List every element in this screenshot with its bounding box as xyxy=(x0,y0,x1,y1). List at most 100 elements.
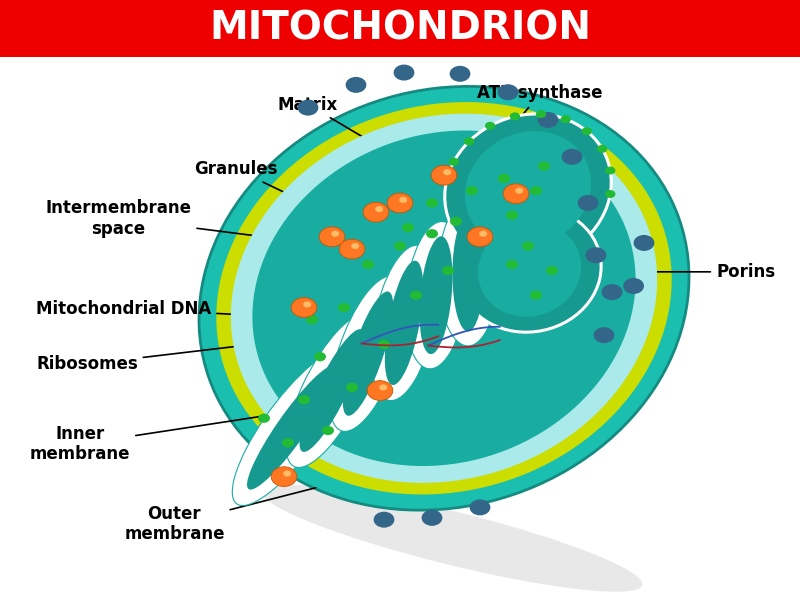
Circle shape xyxy=(298,100,318,116)
Circle shape xyxy=(464,137,474,145)
Circle shape xyxy=(450,217,462,226)
Circle shape xyxy=(443,169,451,175)
Text: Outer
membrane: Outer membrane xyxy=(124,488,316,544)
Ellipse shape xyxy=(406,221,466,369)
Circle shape xyxy=(306,315,318,325)
Circle shape xyxy=(538,162,550,171)
Circle shape xyxy=(351,243,359,249)
Text: Mitochondrial DNA: Mitochondrial DNA xyxy=(36,300,364,321)
Circle shape xyxy=(362,260,374,269)
Text: Granules: Granules xyxy=(194,160,362,229)
Circle shape xyxy=(536,110,546,118)
Circle shape xyxy=(394,65,414,81)
Text: ATP synthase: ATP synthase xyxy=(478,84,602,140)
Circle shape xyxy=(466,186,478,196)
Circle shape xyxy=(561,115,571,123)
Circle shape xyxy=(498,174,510,183)
Ellipse shape xyxy=(232,349,352,506)
Ellipse shape xyxy=(262,485,642,592)
Circle shape xyxy=(562,149,582,165)
Text: Porins: Porins xyxy=(617,263,775,281)
Circle shape xyxy=(431,165,457,185)
Circle shape xyxy=(426,229,438,239)
Ellipse shape xyxy=(478,222,581,317)
Ellipse shape xyxy=(385,261,423,385)
Circle shape xyxy=(506,260,518,269)
Circle shape xyxy=(522,242,534,251)
Ellipse shape xyxy=(445,114,611,265)
Circle shape xyxy=(605,190,615,198)
Circle shape xyxy=(485,122,495,130)
Circle shape xyxy=(605,167,615,175)
Circle shape xyxy=(578,195,598,211)
Circle shape xyxy=(338,303,350,312)
Circle shape xyxy=(510,113,520,121)
Text: Inner
membrane: Inner membrane xyxy=(30,411,295,464)
Circle shape xyxy=(515,188,523,194)
Circle shape xyxy=(594,327,614,343)
Circle shape xyxy=(602,284,622,300)
Circle shape xyxy=(387,193,413,213)
Ellipse shape xyxy=(230,114,658,483)
Ellipse shape xyxy=(199,86,689,510)
Ellipse shape xyxy=(458,207,601,332)
Circle shape xyxy=(450,66,470,82)
Circle shape xyxy=(298,395,310,405)
Ellipse shape xyxy=(343,292,393,416)
Circle shape xyxy=(375,206,383,212)
Circle shape xyxy=(479,231,487,237)
Circle shape xyxy=(374,512,394,528)
Circle shape xyxy=(402,223,414,232)
Circle shape xyxy=(258,414,270,423)
Circle shape xyxy=(283,470,291,477)
Circle shape xyxy=(303,301,311,308)
Circle shape xyxy=(314,352,326,362)
Circle shape xyxy=(623,278,644,294)
Ellipse shape xyxy=(330,276,406,431)
Ellipse shape xyxy=(465,131,591,248)
Circle shape xyxy=(634,235,654,251)
Circle shape xyxy=(538,112,558,128)
Circle shape xyxy=(586,247,606,263)
Circle shape xyxy=(367,381,393,400)
FancyBboxPatch shape xyxy=(0,0,800,57)
Circle shape xyxy=(331,231,339,237)
Text: Ribosomes: Ribosomes xyxy=(36,340,292,373)
Circle shape xyxy=(467,227,493,247)
Circle shape xyxy=(410,291,422,300)
Circle shape xyxy=(530,291,542,300)
Circle shape xyxy=(506,210,518,220)
Circle shape xyxy=(346,77,366,93)
Text: Matrix: Matrix xyxy=(278,95,410,165)
Text: MITOCHONDRION: MITOCHONDRION xyxy=(209,9,591,47)
Ellipse shape xyxy=(286,314,378,467)
Circle shape xyxy=(339,239,365,259)
Circle shape xyxy=(582,127,592,135)
Circle shape xyxy=(597,145,607,153)
Circle shape xyxy=(546,266,558,276)
Circle shape xyxy=(271,467,297,486)
Circle shape xyxy=(503,184,529,204)
Ellipse shape xyxy=(419,236,453,354)
Circle shape xyxy=(394,242,406,251)
Circle shape xyxy=(422,510,442,526)
Circle shape xyxy=(379,384,387,391)
Ellipse shape xyxy=(453,216,483,331)
Ellipse shape xyxy=(371,245,437,400)
Circle shape xyxy=(530,186,542,196)
Circle shape xyxy=(442,266,454,276)
Circle shape xyxy=(399,197,407,203)
Circle shape xyxy=(498,84,518,100)
Circle shape xyxy=(319,227,345,247)
Ellipse shape xyxy=(216,102,672,494)
Ellipse shape xyxy=(247,365,337,490)
Text: Intermembrane
space: Intermembrane space xyxy=(46,199,343,247)
Circle shape xyxy=(363,202,389,222)
Ellipse shape xyxy=(253,130,635,466)
Ellipse shape xyxy=(438,201,498,346)
Circle shape xyxy=(426,198,438,208)
Circle shape xyxy=(346,383,358,392)
Circle shape xyxy=(282,438,294,448)
Circle shape xyxy=(291,298,317,317)
Circle shape xyxy=(449,158,459,166)
